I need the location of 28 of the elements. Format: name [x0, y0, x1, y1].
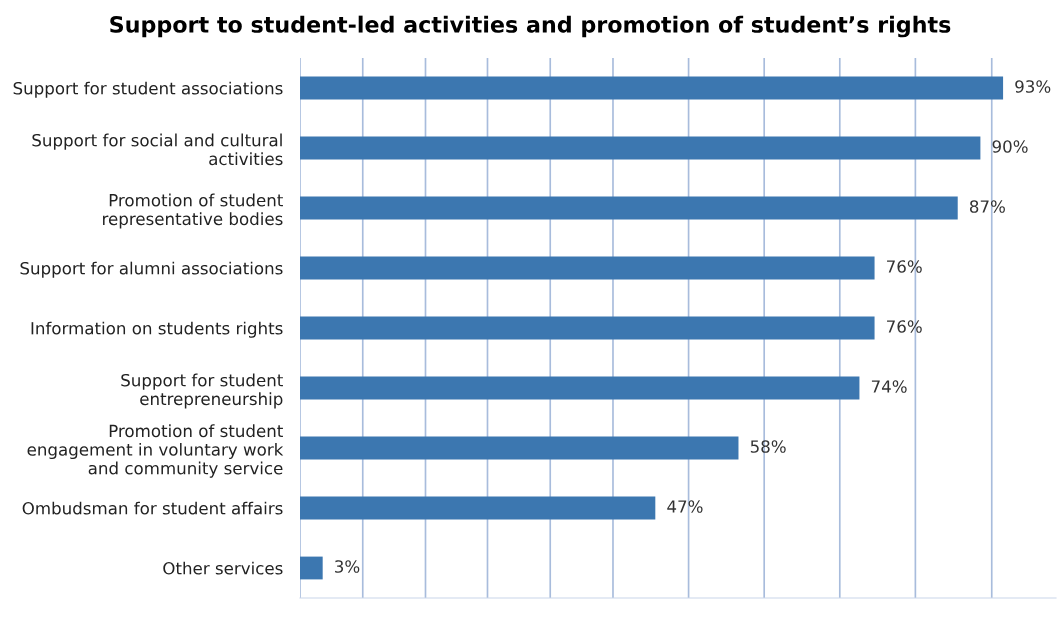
y-tick-label: Support for student entrepreneurship [121, 373, 283, 409]
data-label: 90% [992, 140, 1028, 153]
bar [300, 316, 875, 340]
y-tick-label: Support for alumni associations [20, 261, 283, 278]
y-tick-label: Ombudsman for student affairs [22, 501, 283, 515]
y-tick-label: Support for social and cultural activities [32, 133, 283, 166]
bar [300, 376, 860, 400]
data-label: 93% [1015, 80, 1051, 93]
data-label: 47% [667, 500, 703, 513]
y-tick-label: Promotion of student representative bodies [103, 193, 283, 229]
y-tick-label: Other services [163, 561, 283, 575]
y-tick-label: Information on students rights [31, 321, 283, 338]
y-tick-label: Promotion of student engagement in voluntary work and community service [27, 424, 284, 478]
data-label: 76% [887, 320, 922, 333]
data-label: 58% [750, 440, 786, 453]
data-label: 74% [871, 380, 907, 393]
chart-title: Support to student-led activities and promotion of student’s rights [110, 15, 951, 38]
bar [300, 136, 981, 160]
bar [300, 196, 958, 220]
bar [300, 76, 1004, 100]
bar [300, 496, 656, 520]
bar [300, 256, 875, 280]
data-label: 87% [969, 200, 1005, 213]
y-tick-label: Support for student associations [13, 81, 283, 98]
bar [300, 436, 739, 460]
bar [300, 556, 323, 580]
data-label: 3% [335, 560, 360, 573]
data-label: 76% [887, 260, 922, 273]
